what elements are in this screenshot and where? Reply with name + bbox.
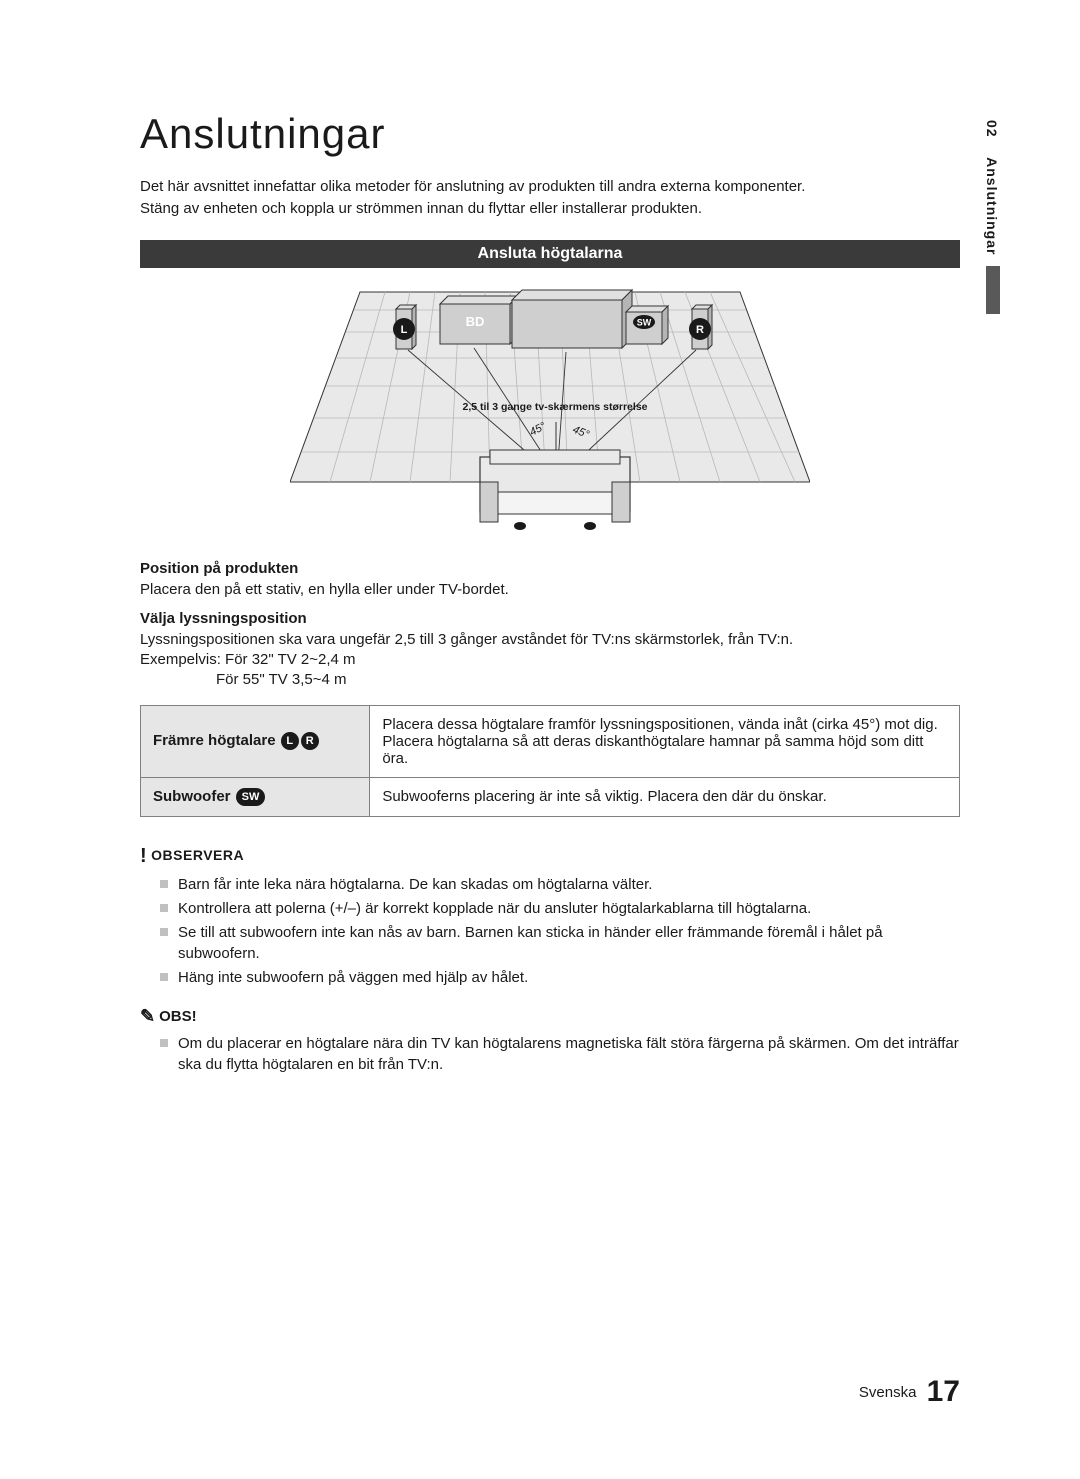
svg-text:L: L	[401, 324, 408, 336]
observera-block: !OBSERVERA Barn får inte leka nära högta…	[140, 845, 960, 988]
listening-section: Välja lyssningsposition Lyssningspositio…	[140, 610, 960, 691]
page: 02 Anslutningar Anslutningar Det här avs…	[0, 0, 1080, 1138]
table-row: Främre högtalare LR Placera dessa högtal…	[141, 705, 960, 777]
speaker-diagram-svg: BD SW L	[290, 282, 810, 542]
page-title: Anslutningar	[140, 110, 960, 158]
svg-text:SW: SW	[637, 317, 652, 327]
position-section: Position på produkten Placera den på ett…	[140, 560, 960, 600]
svg-text:BD: BD	[466, 314, 485, 329]
side-tab-thumb	[986, 266, 1000, 314]
svg-text:2,5 til 3 gange tv-skærmens st: 2,5 til 3 gange tv-skærmens størrelse	[463, 401, 648, 413]
obs-list: Om du placerar en högtalare nära din TV …	[160, 1033, 960, 1075]
row2-label-cell: Subwoofer SW	[141, 777, 370, 816]
table-row: Subwoofer SW Subwooferns placering är in…	[141, 777, 960, 816]
warning-icon: !	[140, 845, 147, 867]
section-band: Ansluta högtalarna	[140, 240, 960, 268]
side-tab: 02 Anslutningar	[984, 120, 1000, 314]
example-1: Exempelvis: För 32" TV 2~2,4 m	[140, 650, 960, 670]
diagram-speaker-r: R	[689, 305, 712, 349]
row2-text: Subwooferns placering är inte så viktig.…	[370, 777, 960, 816]
position-text: Placera den på ett stativ, en hylla elle…	[140, 580, 960, 600]
list-item: Kontrollera att polerna (+/–) är korrekt…	[160, 898, 960, 919]
list-item: Om du placerar en högtalare nära din TV …	[160, 1033, 960, 1075]
speaker-table: Främre högtalare LR Placera dessa högtal…	[140, 705, 960, 817]
row1-label-cell: Främre högtalare LR	[141, 705, 370, 777]
list-item: Häng inte subwoofern på väggen med hjälp…	[160, 967, 960, 988]
diagram-tv	[512, 290, 632, 348]
pill-l-icon: L	[281, 732, 299, 750]
footer-page-number: 17	[927, 1375, 960, 1408]
diagram-speaker-l: L	[393, 305, 416, 349]
obs-block: ✎OBS! Om du placerar en högtalare nära d…	[140, 1006, 960, 1075]
row2-label: Subwoofer	[153, 788, 231, 805]
position-heading: Position på produkten	[140, 560, 960, 577]
observera-list: Barn får inte leka nära högtalarna. De k…	[160, 874, 960, 988]
speaker-diagram: BD SW L	[290, 282, 810, 542]
side-tab-chapter: 02	[984, 120, 1000, 138]
svg-text:R: R	[696, 324, 704, 336]
pill-r-icon: R	[301, 732, 319, 750]
list-item: Se till att subwoofern inte kan nås av b…	[160, 922, 960, 964]
example-2: För 55" TV 3,5~4 m	[216, 670, 960, 690]
note-icon: ✎	[140, 1006, 155, 1026]
row1-label: Främre högtalare	[153, 732, 276, 749]
intro-text: Det här avsnittet innefattar olika metod…	[140, 176, 960, 220]
row1-text: Placera dessa högtalare framför lyssning…	[370, 705, 960, 777]
listening-text: Lyssningspositionen ska vara ungefär 2,5…	[140, 630, 960, 650]
side-tab-label: Anslutningar	[984, 157, 1000, 255]
footer-lang: Svenska	[859, 1384, 917, 1401]
obs-heading: ✎OBS!	[140, 1006, 960, 1027]
listening-heading: Välja lyssningsposition	[140, 610, 960, 627]
observera-heading: !OBSERVERA	[140, 845, 960, 868]
page-footer: Svenska 17	[859, 1375, 960, 1409]
diagram-couch	[480, 450, 630, 530]
pill-sw-icon: SW	[236, 788, 266, 806]
diagram-bd-unit: BD	[440, 296, 518, 344]
list-item: Barn får inte leka nära högtalarna. De k…	[160, 874, 960, 895]
diagram-sw: SW	[626, 306, 668, 344]
